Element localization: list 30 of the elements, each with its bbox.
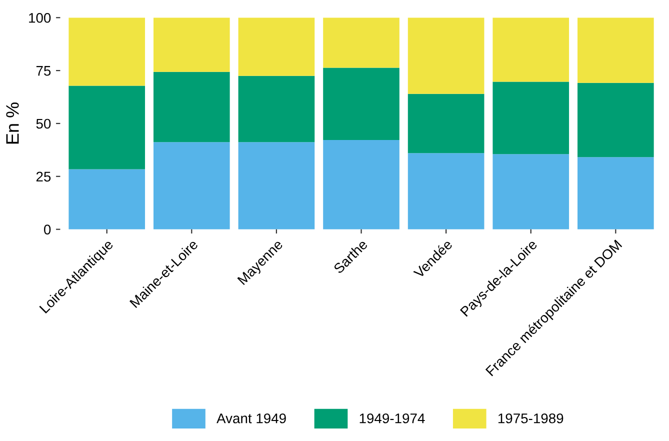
bar — [408, 18, 484, 94]
bar — [408, 94, 484, 154]
y-tick-label: 75 — [36, 66, 51, 76]
bar — [153, 142, 230, 230]
bar — [238, 18, 315, 76]
legend-label: 1975-1989 — [498, 413, 564, 424]
legend-label: 1949-1974 — [360, 413, 425, 424]
legend-label: Avant 1949 — [216, 413, 286, 424]
bar — [578, 157, 654, 230]
y-tick-label: 100 — [29, 12, 51, 23]
bar — [68, 169, 146, 230]
bar — [578, 82, 654, 158]
bar — [492, 154, 570, 230]
bar — [68, 18, 146, 86]
y-tick-label: 0 — [44, 224, 51, 234]
bar — [492, 82, 570, 154]
bar — [578, 18, 654, 83]
bar — [238, 76, 315, 142]
y-tick-label: 25 — [36, 172, 51, 182]
bar — [153, 72, 230, 142]
bar — [492, 18, 570, 82]
bar — [323, 18, 400, 68]
bar — [68, 86, 146, 170]
bar — [238, 142, 315, 230]
bar — [323, 140, 400, 230]
bar — [323, 68, 400, 140]
y-axis-title: En % — [6, 102, 19, 144]
bar — [408, 153, 484, 230]
bar — [153, 18, 230, 72]
y-tick-label: 50 — [36, 118, 51, 129]
